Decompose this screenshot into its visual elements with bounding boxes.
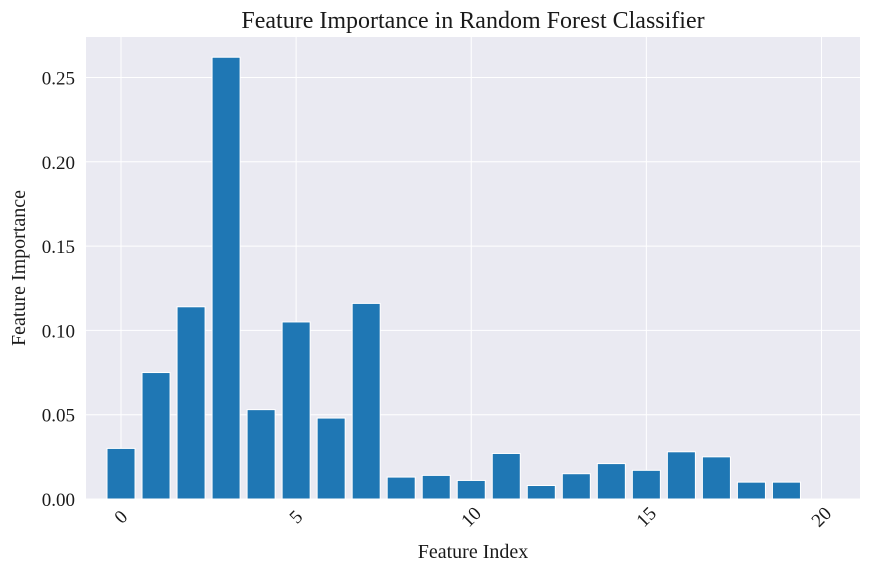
bar-feature-16	[666, 451, 696, 500]
bar-feature-10	[456, 479, 486, 500]
x-tick-label: 0	[111, 507, 133, 529]
x-tick-label: 5	[286, 507, 308, 529]
bar-feature-0	[106, 447, 136, 500]
bar-feature-3	[211, 56, 241, 500]
bar-feature-12	[526, 485, 556, 500]
bar-feature-8	[386, 476, 416, 500]
bar-feature-13	[561, 473, 591, 500]
x-tick-label: 15	[633, 503, 661, 531]
bar-feature-11	[491, 452, 521, 500]
y-tick-label: 0.15	[42, 237, 75, 258]
y-tick-label: 0.00	[42, 490, 75, 511]
bar-feature-9	[421, 474, 451, 500]
y-tick-label: 0.25	[42, 68, 75, 89]
x-axis-label: Feature Index	[418, 541, 529, 563]
bar-feature-18	[736, 481, 766, 500]
bar-feature-6	[316, 417, 346, 500]
bar-feature-15	[631, 469, 661, 500]
bars	[106, 56, 801, 500]
bar-feature-4	[246, 409, 276, 500]
bar-feature-17	[701, 456, 731, 500]
bar-feature-19	[771, 481, 801, 500]
bar-feature-5	[281, 321, 311, 500]
y-tick-label: 0.20	[42, 153, 75, 174]
bar-feature-7	[351, 302, 381, 500]
x-tick-labels: 0 5 10 15 20	[111, 503, 836, 531]
bar-feature-1	[141, 372, 171, 500]
x-tick-label: 10	[457, 503, 485, 531]
y-tick-label: 0.05	[42, 406, 75, 427]
bar-feature-2	[176, 306, 206, 500]
y-tick-label: 0.10	[42, 321, 75, 342]
y-tick-labels: 0.00 0.05 0.10 0.15 0.20 0.25	[42, 68, 75, 511]
x-tick-label: 20	[808, 503, 836, 531]
chart-title: Feature Importance in Random Forest Clas…	[241, 8, 704, 34]
bar-feature-14	[596, 463, 626, 500]
y-axis-label: Feature Importance	[8, 190, 30, 346]
